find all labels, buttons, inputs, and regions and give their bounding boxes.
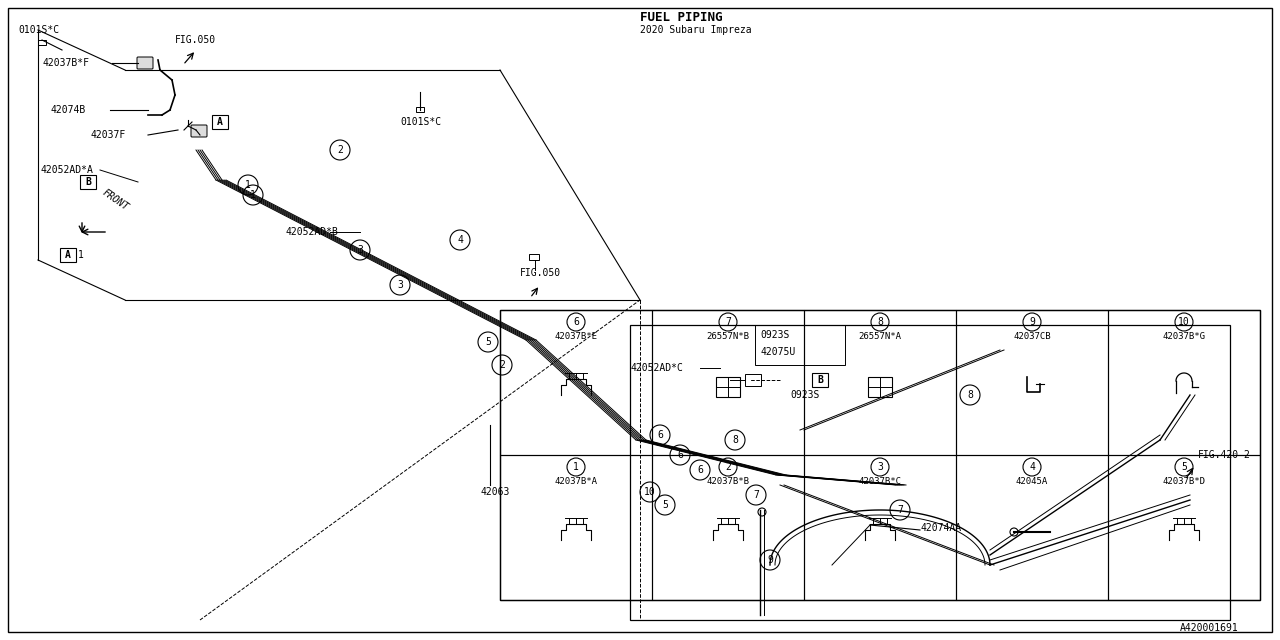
Text: 42052AD*C: 42052AD*C — [630, 363, 682, 373]
Bar — [1108, 310, 1260, 455]
Bar — [868, 377, 892, 397]
FancyBboxPatch shape — [191, 125, 207, 137]
Bar — [81, 175, 96, 189]
Text: 5: 5 — [485, 337, 492, 347]
Text: 6: 6 — [657, 430, 663, 440]
Text: B: B — [817, 375, 823, 385]
Bar — [755, 325, 845, 365]
Text: B: B — [84, 177, 91, 187]
Text: 2: 2 — [337, 145, 343, 155]
FancyBboxPatch shape — [137, 57, 154, 69]
Text: FRONT: FRONT — [100, 187, 129, 212]
Text: 3: 3 — [397, 280, 403, 290]
Text: A: A — [65, 250, 70, 260]
Bar — [1108, 455, 1260, 600]
Bar — [500, 310, 1260, 600]
Text: 7: 7 — [753, 490, 759, 500]
Bar — [416, 107, 424, 112]
Text: FUEL PIPING: FUEL PIPING — [640, 10, 722, 24]
Text: 9: 9 — [1029, 317, 1036, 327]
Text: 8: 8 — [877, 317, 883, 327]
Text: 0923S: 0923S — [790, 390, 819, 400]
Text: 3: 3 — [877, 462, 883, 472]
Text: 5: 5 — [662, 500, 668, 510]
Text: 2020 Subaru Impreza: 2020 Subaru Impreza — [640, 25, 751, 35]
Text: FIG.420-2: FIG.420-2 — [1198, 450, 1251, 460]
Text: 0923S: 0923S — [760, 330, 790, 340]
Text: A420001691: A420001691 — [1180, 623, 1239, 633]
Text: 42074B: 42074B — [50, 105, 86, 115]
Bar — [716, 377, 740, 397]
Text: 7: 7 — [724, 317, 731, 327]
Text: 42052AD*A: 42052AD*A — [40, 165, 93, 175]
Text: 42075U: 42075U — [760, 347, 795, 357]
Text: 42037CB: 42037CB — [1014, 332, 1051, 340]
Text: 2: 2 — [499, 360, 504, 370]
Text: 5: 5 — [1181, 462, 1187, 472]
Bar — [804, 455, 956, 600]
Text: 26557N*B: 26557N*B — [707, 332, 750, 340]
Text: 4: 4 — [457, 235, 463, 245]
Text: 4: 4 — [1029, 462, 1036, 472]
Text: 3: 3 — [357, 245, 364, 255]
Text: 42052AD*B: 42052AD*B — [285, 227, 338, 237]
Text: 42037F: 42037F — [90, 130, 125, 140]
Text: 42037B*A: 42037B*A — [554, 477, 598, 486]
Text: 0101S*C: 0101S*C — [401, 117, 442, 127]
Text: 42037B*G: 42037B*G — [1162, 332, 1206, 340]
Text: 6: 6 — [698, 465, 703, 475]
Bar — [529, 254, 539, 260]
Bar — [652, 310, 804, 455]
Text: 42037B*B: 42037B*B — [707, 477, 750, 486]
Text: 42063: 42063 — [480, 487, 509, 497]
Text: 26557N*A: 26557N*A — [859, 332, 901, 340]
Bar — [60, 248, 76, 262]
Bar — [500, 310, 652, 455]
Text: 10: 10 — [1178, 317, 1190, 327]
Text: 10: 10 — [644, 487, 655, 497]
Text: 6: 6 — [573, 317, 579, 327]
Bar — [212, 115, 228, 129]
Text: 1: 1 — [573, 462, 579, 472]
Text: 1: 1 — [244, 180, 251, 190]
Text: 9: 9 — [767, 555, 773, 565]
Bar — [630, 325, 1230, 620]
Bar — [38, 40, 46, 45]
Bar — [956, 310, 1108, 455]
Text: 42037B*C: 42037B*C — [859, 477, 901, 486]
Bar — [745, 374, 762, 386]
Text: 42037B*F: 42037B*F — [42, 58, 90, 68]
Text: 7: 7 — [897, 505, 902, 515]
Text: 42074AA: 42074AA — [920, 523, 961, 533]
Bar — [652, 455, 804, 600]
Text: 1: 1 — [250, 190, 256, 200]
Text: FIG.050: FIG.050 — [175, 35, 216, 45]
Text: 8: 8 — [968, 390, 973, 400]
Text: 42037B*D: 42037B*D — [1162, 477, 1206, 486]
Text: 0101S*C: 0101S*C — [18, 25, 59, 35]
Text: 6: 6 — [677, 450, 684, 460]
Text: 8: 8 — [732, 435, 739, 445]
Text: 42037B*E: 42037B*E — [554, 332, 598, 340]
Bar — [956, 455, 1108, 600]
Text: 1: 1 — [78, 250, 84, 260]
Bar — [812, 373, 828, 387]
Text: FIG.050: FIG.050 — [520, 268, 561, 278]
Text: A: A — [218, 117, 223, 127]
Bar — [804, 310, 956, 455]
Bar — [500, 455, 652, 600]
Text: 2: 2 — [724, 462, 731, 472]
Text: 42045A: 42045A — [1016, 477, 1048, 486]
